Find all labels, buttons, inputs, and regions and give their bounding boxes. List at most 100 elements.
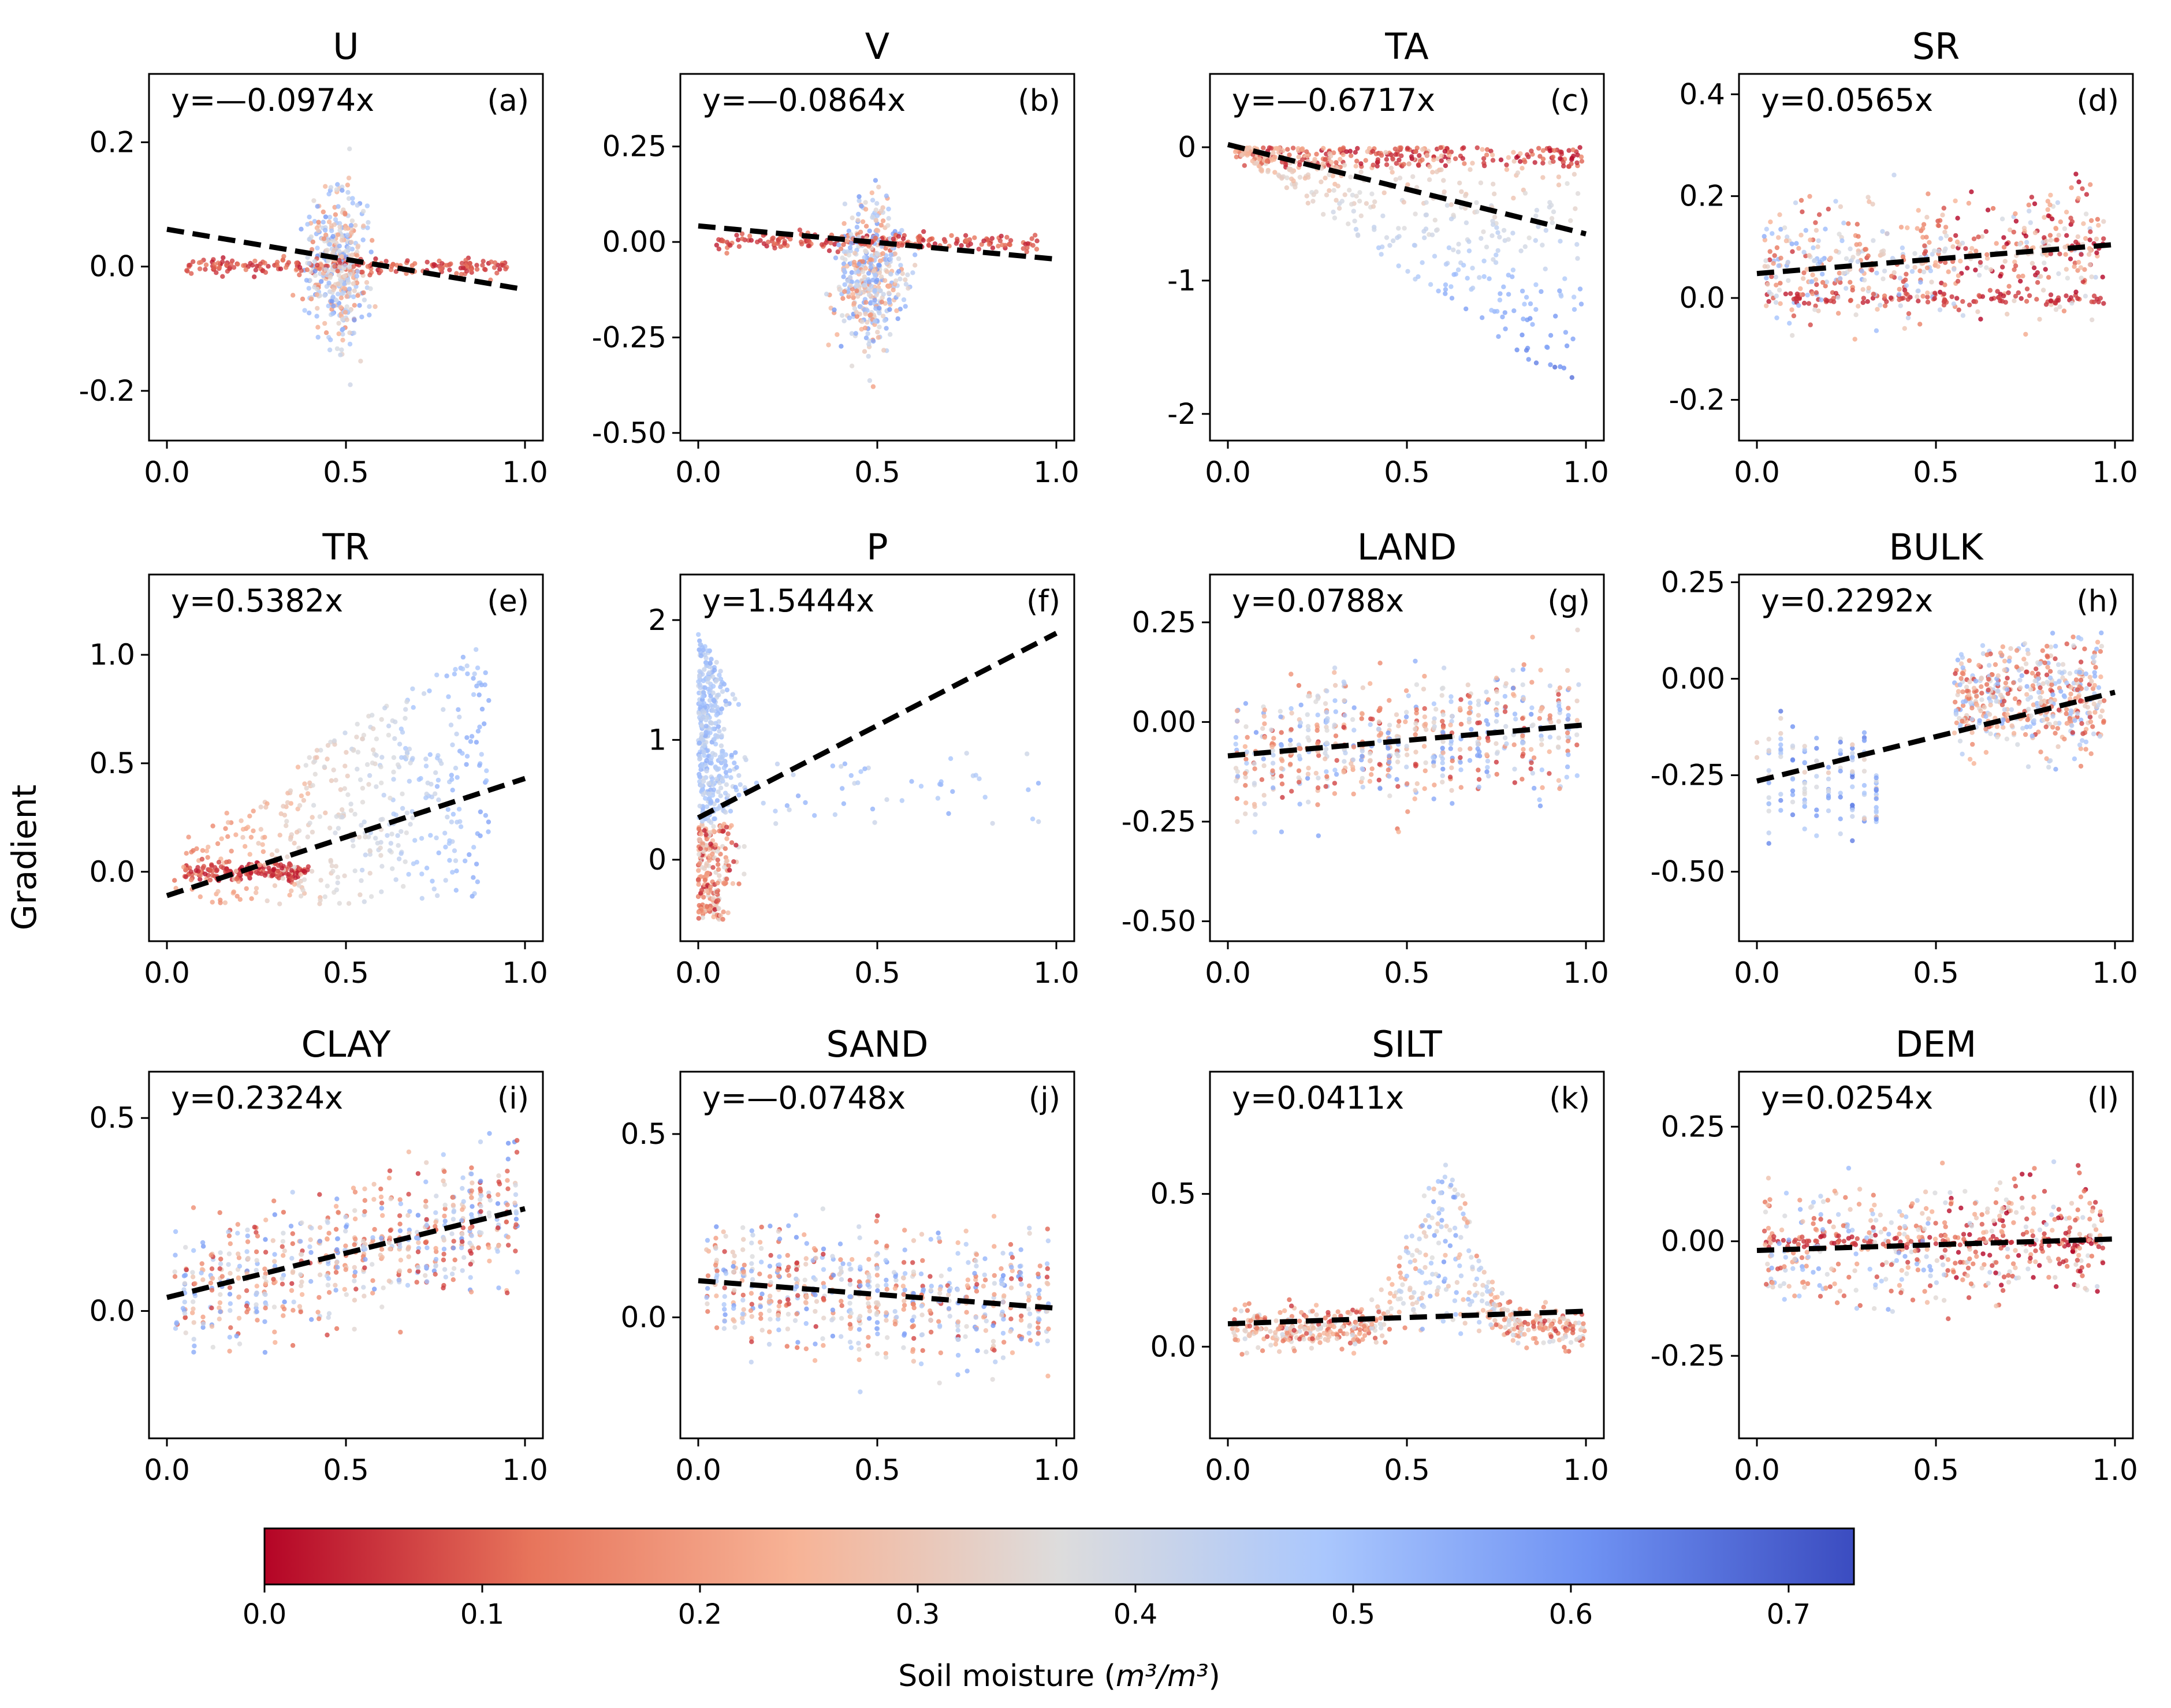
data-point xyxy=(1838,748,1843,754)
data-point xyxy=(2092,670,2097,675)
data-point xyxy=(1429,232,1435,237)
data-point xyxy=(1865,299,1870,304)
data-point xyxy=(354,734,359,740)
data-point xyxy=(1556,735,1562,741)
data-point xyxy=(1529,680,1535,685)
data-point xyxy=(1463,193,1468,199)
data-point xyxy=(2068,215,2073,221)
data-point xyxy=(329,228,334,233)
data-point xyxy=(773,821,779,826)
data-point xyxy=(875,228,881,233)
data-point xyxy=(2080,279,2086,284)
data-point xyxy=(288,863,293,868)
data-point xyxy=(1974,693,1979,699)
data-point xyxy=(1925,290,1930,296)
data-point xyxy=(972,235,977,240)
data-point xyxy=(1449,765,1454,770)
data-point xyxy=(866,292,872,297)
data-point xyxy=(708,841,713,846)
data-point xyxy=(736,244,742,249)
data-point xyxy=(1974,703,1980,708)
data-point xyxy=(865,331,870,336)
data-point xyxy=(347,264,352,270)
data-point xyxy=(1536,224,1541,229)
data-point xyxy=(344,248,349,254)
data-point xyxy=(455,819,460,825)
data-point xyxy=(724,687,730,693)
data-point xyxy=(1267,145,1272,150)
data-point xyxy=(360,208,366,214)
data-point xyxy=(707,661,713,666)
y-tick-label: -0.25 xyxy=(1122,805,1196,838)
data-point xyxy=(734,233,739,238)
data-point xyxy=(328,337,333,342)
data-point xyxy=(333,217,338,222)
data-point xyxy=(346,901,352,906)
data-point xyxy=(705,676,710,681)
y-tick-label: -0.25 xyxy=(592,320,666,354)
data-point xyxy=(475,665,481,670)
data-point xyxy=(460,654,466,660)
data-point xyxy=(859,319,865,325)
data-point xyxy=(1909,268,1915,274)
data-point xyxy=(1785,234,1790,240)
data-point xyxy=(1776,263,1781,268)
data-point xyxy=(379,717,384,722)
data-point xyxy=(2013,263,2019,268)
data-point xyxy=(696,632,701,637)
data-point xyxy=(251,828,256,834)
data-point xyxy=(884,326,889,331)
data-point xyxy=(1973,248,1979,253)
data-point xyxy=(1828,255,1833,261)
data-point xyxy=(1451,212,1456,218)
data-point xyxy=(1462,161,1467,166)
data-point xyxy=(721,726,727,732)
data-point xyxy=(1356,233,1361,238)
data-point xyxy=(1443,163,1448,169)
data-point xyxy=(1234,718,1240,724)
data-point xyxy=(1801,249,1807,255)
data-point xyxy=(1575,152,1580,158)
data-point xyxy=(1457,706,1463,711)
data-point xyxy=(2083,236,2088,241)
data-point xyxy=(186,834,191,840)
data-point xyxy=(1880,229,1885,234)
data-point xyxy=(1540,175,1546,180)
data-point xyxy=(1520,754,1525,759)
data-point xyxy=(828,240,833,245)
data-point xyxy=(1392,146,1398,152)
data-point xyxy=(1539,767,1544,773)
data-point xyxy=(868,312,874,318)
data-point xyxy=(1443,262,1449,267)
data-point xyxy=(1855,222,1860,227)
data-point xyxy=(1558,364,1563,370)
data-point xyxy=(1440,718,1445,724)
data-point xyxy=(715,733,720,739)
data-point xyxy=(1245,147,1250,152)
data-point xyxy=(1861,730,1867,736)
data-point xyxy=(1900,254,1906,259)
data-point xyxy=(1790,777,1796,782)
data-point xyxy=(697,903,702,908)
data-point xyxy=(1034,247,1040,252)
data-point xyxy=(225,820,231,825)
data-point xyxy=(2065,275,2071,281)
data-point xyxy=(870,384,876,389)
data-point xyxy=(474,862,479,867)
data-point xyxy=(1305,775,1310,781)
data-point xyxy=(2024,240,2030,245)
data-point xyxy=(1574,242,1580,247)
data-point xyxy=(2064,293,2069,299)
data-point xyxy=(2068,696,2073,702)
data-point xyxy=(1942,260,1948,265)
data-point xyxy=(849,331,855,336)
data-point xyxy=(447,838,452,844)
data-point xyxy=(1533,307,1539,312)
data-point xyxy=(1370,717,1375,722)
x-tick-label: 1.0 xyxy=(1563,456,1609,489)
data-point xyxy=(335,281,341,286)
data-point xyxy=(1838,204,1844,210)
data-point xyxy=(1777,288,1782,293)
data-point xyxy=(1941,292,1947,297)
panel-letter: (g) xyxy=(1547,584,1590,619)
